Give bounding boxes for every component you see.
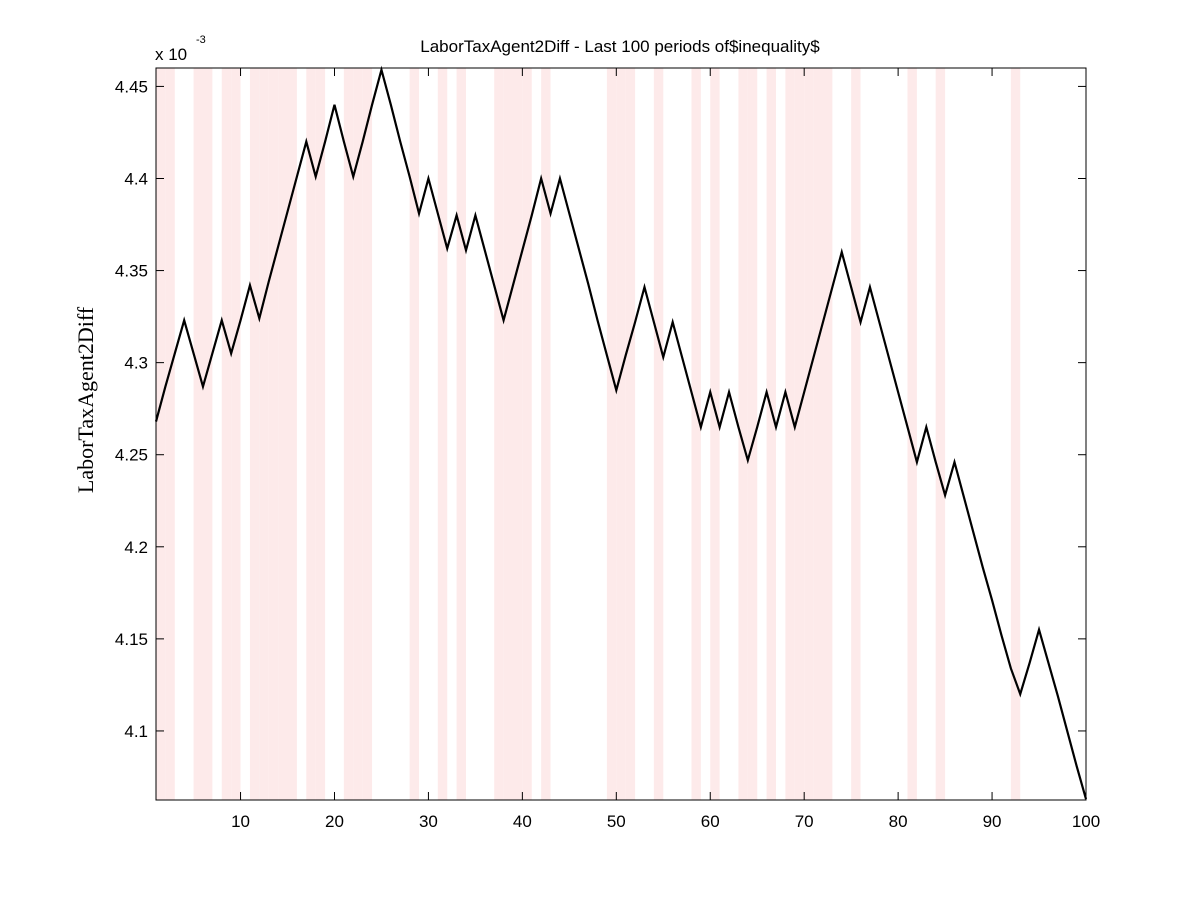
y-scale-exponent: -3: [196, 34, 206, 46]
plot-area-frame: [155, 67, 1087, 801]
y-tick-label: 4.45: [115, 77, 148, 96]
x-tick-label: 20: [325, 812, 344, 831]
shaded-period: [541, 68, 551, 800]
shaded-period: [353, 68, 363, 800]
shaded-period: [165, 68, 175, 800]
shaded-period: [738, 68, 748, 800]
shaded-period: [522, 68, 532, 800]
shaded-period: [193, 68, 203, 800]
y-axis-label: LaborTaxAgent2Diff: [73, 306, 98, 493]
shaded-period: [794, 68, 805, 800]
shaded-period: [456, 68, 466, 800]
x-tick-label: 10: [231, 812, 250, 831]
shaded-period: [259, 68, 269, 800]
shaded-period: [231, 68, 241, 800]
y-tick-label: 4.1: [124, 722, 148, 741]
shaded-period: [249, 68, 260, 800]
shaded-period: [409, 68, 420, 800]
shaded-period: [1010, 68, 1021, 800]
shaded-period: [851, 68, 861, 800]
y-tick-label: 4.3: [124, 354, 148, 373]
shaded-period: [202, 68, 213, 800]
y-tick-label: 4.4: [124, 169, 148, 188]
x-tick-label: 60: [701, 812, 720, 831]
shaded-period: [935, 68, 946, 800]
x-tick-label: 70: [795, 812, 814, 831]
series-line: [154, 65, 1088, 800]
shaded-period: [691, 68, 701, 800]
shaded-period: [156, 68, 166, 800]
y-tick-label: 4.25: [115, 446, 148, 465]
x-tick-label: 50: [607, 812, 626, 831]
shaded-period: [710, 68, 720, 800]
shaded-period: [343, 68, 354, 800]
shaded-period: [785, 68, 795, 800]
shaded-period: [437, 68, 448, 800]
shaded-period: [494, 68, 504, 800]
chart-title: LaborTaxAgent2Diff - Last 100 periods of…: [420, 37, 820, 56]
shaded-period: [512, 68, 523, 800]
shaded-period: [221, 68, 232, 800]
shaded-period: [306, 68, 316, 800]
y-tick-label: 4.35: [115, 262, 148, 281]
shaded-regions: [156, 68, 1021, 800]
shaded-period: [278, 68, 288, 800]
shaded-period: [653, 68, 664, 800]
shaded-period: [804, 68, 814, 800]
x-tick-label: 30: [419, 812, 438, 831]
x-tick-label: 90: [983, 812, 1002, 831]
shaded-period: [606, 68, 617, 800]
shaded-period: [747, 68, 758, 800]
shaded-period: [907, 68, 917, 800]
y-tick-label: 4.2: [124, 538, 148, 557]
series-line-layer: [154, 65, 1088, 800]
y-scale-label: x 10: [155, 45, 187, 64]
x-tick-label: 40: [513, 812, 532, 831]
shaded-period: [813, 68, 823, 800]
axis-ticks: 10 20 30 40 50 60 70 80 90 100 4.1 4.15 4.2 4.25 4.3 4.…: [115, 68, 1100, 831]
shaded-period: [766, 68, 776, 800]
shaded-period: [268, 68, 279, 800]
x-tick-label: 80: [889, 812, 908, 831]
y-tick-label: 4.15: [115, 630, 148, 649]
x-tick-label: 100: [1072, 812, 1100, 831]
shaded-period: [287, 68, 297, 800]
shaded-period: [362, 68, 373, 800]
shaded-period: [315, 68, 326, 800]
shaded-period: [503, 68, 513, 800]
shaded-period: [822, 68, 833, 800]
shaded-period: [625, 68, 636, 800]
shaded-period: [616, 68, 626, 800]
